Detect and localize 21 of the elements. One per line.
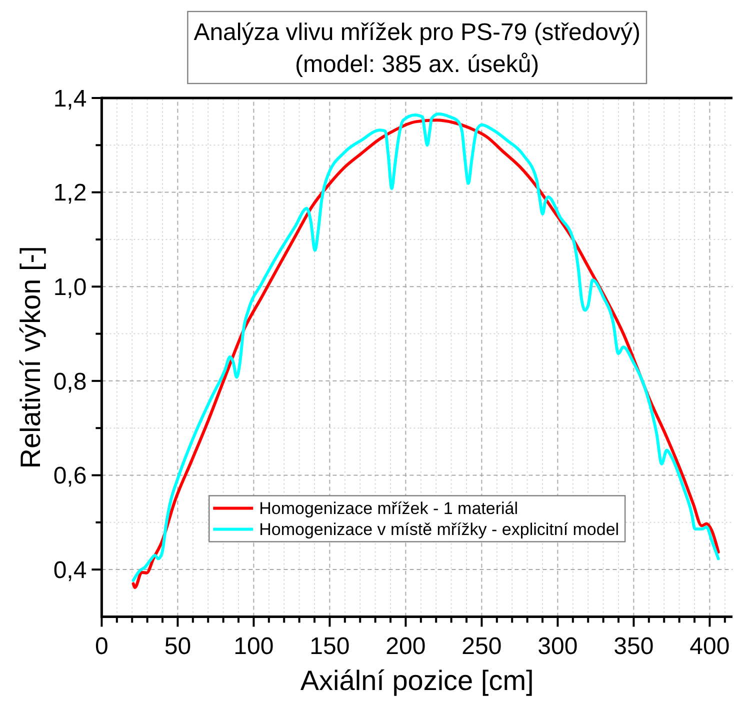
y-tick-label: 0,4	[53, 556, 87, 584]
x-tick-label: 250	[462, 633, 502, 660]
x-tick-label: 0	[95, 633, 108, 660]
x-tick-label: 400	[690, 633, 730, 660]
x-tick-label: 150	[310, 633, 350, 660]
x-tick-label: 300	[538, 633, 578, 660]
y-tick-label: 0,6	[53, 462, 87, 490]
chart-subtitle: (model: 385 ax. úseků)	[295, 50, 540, 78]
legend-label: Homogenizace v místě mřížky - explicitní model	[259, 520, 620, 540]
x-tick-label: 200	[386, 633, 426, 660]
x-tick-label: 100	[234, 633, 274, 660]
y-tick-label: 1,4	[53, 85, 87, 112]
legend-label: Homogenizace mřížek - 1 materiál	[259, 499, 518, 518]
x-axis-title: Axiální pozice [cm]	[300, 664, 534, 696]
y-tick-label: 1,0	[53, 274, 87, 302]
y-tick-label: 1,2	[53, 180, 87, 207]
chart-title: Analýza vlivu mřížek pro PS-79 (středový)	[194, 18, 641, 46]
x-tick-label: 350	[614, 633, 654, 660]
x-tick-label: 50	[164, 633, 192, 660]
y-axis-title: Relativní výkon [-]	[14, 246, 46, 469]
y-tick-label: 0,8	[53, 368, 87, 396]
